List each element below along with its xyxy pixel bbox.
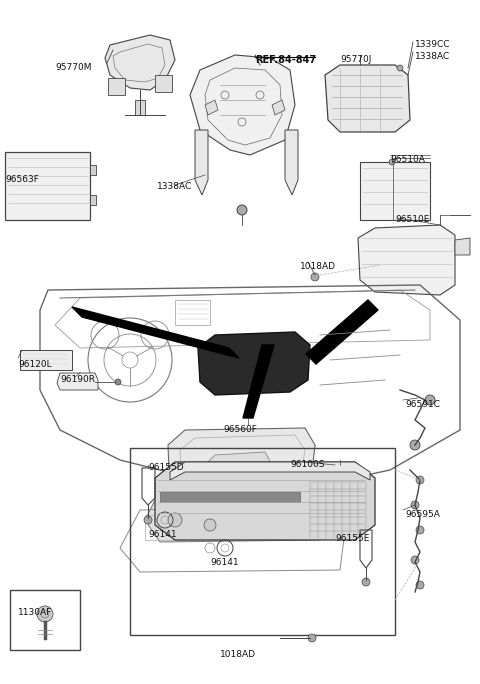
Circle shape (237, 205, 247, 215)
Text: 1018AD: 1018AD (220, 650, 256, 659)
Polygon shape (190, 55, 295, 155)
Text: 96510A: 96510A (390, 155, 425, 164)
Text: 95770J: 95770J (340, 55, 372, 64)
Polygon shape (285, 130, 298, 195)
Text: 96563F: 96563F (5, 175, 39, 184)
Circle shape (416, 581, 424, 589)
Circle shape (37, 606, 53, 622)
Text: 96120L: 96120L (18, 360, 52, 369)
Polygon shape (198, 332, 310, 395)
Text: 96510E: 96510E (395, 215, 430, 224)
Polygon shape (145, 490, 325, 542)
Bar (90, 165, 96, 175)
Text: 96591C: 96591C (405, 400, 440, 409)
Text: 96141: 96141 (210, 558, 239, 567)
Bar (130, 448, 395, 635)
Polygon shape (455, 238, 470, 255)
Polygon shape (243, 345, 274, 418)
Text: 1130AF: 1130AF (18, 608, 52, 617)
Polygon shape (72, 307, 239, 358)
Text: REF.84-847: REF.84-847 (255, 55, 316, 65)
Circle shape (308, 634, 316, 642)
Bar (360, 162, 430, 220)
Polygon shape (325, 65, 410, 132)
Circle shape (397, 65, 403, 71)
Bar (20, 350, 72, 370)
Bar (90, 195, 96, 205)
Polygon shape (272, 100, 285, 115)
Circle shape (115, 379, 121, 385)
Text: 96100S: 96100S (290, 460, 324, 469)
Bar (10, 590, 80, 650)
Polygon shape (205, 100, 218, 115)
Circle shape (144, 516, 152, 524)
Bar (285, 510, 325, 535)
Text: 96595A: 96595A (405, 510, 440, 519)
Text: 96560F: 96560F (223, 425, 257, 434)
Bar (5, 152, 90, 220)
Text: 1338AC: 1338AC (415, 52, 450, 61)
Circle shape (411, 556, 419, 564)
Circle shape (204, 519, 216, 531)
Text: 1339CC: 1339CC (415, 40, 451, 49)
Circle shape (425, 395, 435, 405)
Polygon shape (57, 373, 98, 390)
Polygon shape (155, 462, 375, 540)
Bar (135, 100, 145, 115)
Circle shape (416, 476, 424, 484)
Circle shape (416, 526, 424, 534)
Text: 96155D: 96155D (148, 463, 184, 472)
Polygon shape (170, 462, 370, 480)
Polygon shape (105, 35, 175, 90)
Circle shape (410, 440, 420, 450)
Bar (145, 515, 185, 540)
Bar (160, 492, 300, 502)
Text: 96141: 96141 (148, 530, 177, 539)
Circle shape (389, 159, 395, 165)
Text: 96155E: 96155E (335, 534, 370, 543)
Circle shape (311, 273, 319, 281)
Polygon shape (205, 452, 272, 498)
Circle shape (362, 578, 370, 586)
Bar (175, 300, 210, 325)
Polygon shape (108, 78, 125, 95)
Text: 96190R: 96190R (60, 375, 95, 384)
Circle shape (168, 513, 182, 527)
Polygon shape (155, 75, 172, 92)
Polygon shape (168, 428, 315, 510)
Polygon shape (195, 130, 208, 195)
Polygon shape (306, 300, 378, 364)
Circle shape (411, 501, 419, 509)
Text: 1018AD: 1018AD (300, 262, 336, 271)
Text: 1338AC: 1338AC (157, 182, 192, 191)
Text: 95770M: 95770M (55, 63, 92, 72)
Polygon shape (358, 225, 455, 295)
